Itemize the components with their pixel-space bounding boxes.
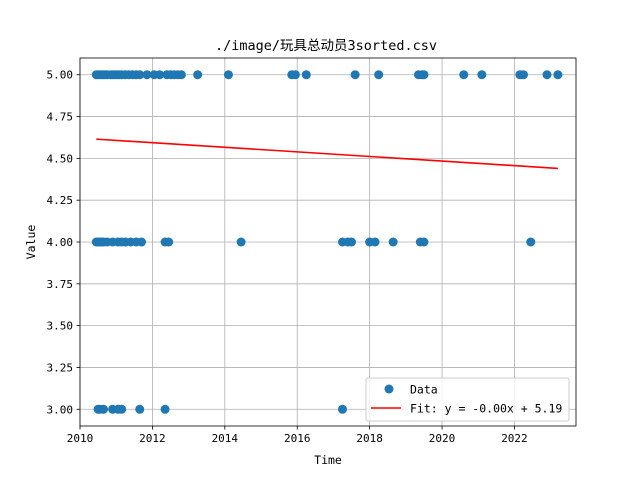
data-point — [347, 237, 357, 247]
y-tick-label: 4.50 — [47, 152, 74, 165]
y-tick-label: 5.00 — [47, 69, 74, 82]
data-point — [236, 237, 246, 247]
data-point — [135, 70, 145, 80]
data-point — [419, 237, 429, 247]
data-point — [526, 237, 536, 247]
data-point — [155, 70, 165, 80]
data-point — [542, 70, 552, 80]
y-tick-label: 3.00 — [47, 403, 74, 416]
data-point — [223, 70, 233, 80]
data-point — [99, 404, 109, 414]
legend-scatter-marker — [384, 384, 394, 394]
legend-box — [365, 377, 570, 422]
data-point — [135, 404, 145, 414]
y-tick-label: 3.75 — [47, 278, 74, 291]
y-tick-label: 3.25 — [47, 361, 74, 374]
data-marks — [91, 70, 563, 414]
data-point — [553, 70, 563, 80]
legend-label-data: Data — [410, 383, 438, 397]
x-tick-label: 2022 — [501, 432, 528, 445]
data-point — [388, 237, 398, 247]
data-point — [142, 70, 152, 80]
y-tick-label: 4.00 — [47, 236, 74, 249]
data-point — [374, 70, 384, 80]
x-tick-label: 2014 — [212, 432, 239, 445]
chart-title: ./image/玩具总动员3sorted.csv — [215, 38, 437, 54]
data-point — [160, 404, 170, 414]
data-point — [419, 70, 429, 80]
data-point — [477, 70, 487, 80]
y-tick-label: 4.25 — [47, 194, 74, 207]
x-axis-label: Time — [314, 453, 342, 467]
y-tick-label: 4.75 — [47, 111, 74, 124]
data-point — [290, 70, 300, 80]
legend: Data Fit: y = -0.00x + 5.19 — [365, 377, 570, 422]
data-point — [337, 404, 347, 414]
x-tick-label: 2010 — [67, 432, 94, 445]
x-tick-label: 2012 — [139, 432, 166, 445]
x-tick-label: 2020 — [429, 432, 456, 445]
x-tick-label: 2018 — [356, 432, 383, 445]
data-point — [117, 404, 127, 414]
data-point — [137, 237, 147, 247]
fit-line — [96, 138, 558, 170]
data-point — [193, 70, 203, 80]
data-point — [459, 70, 469, 80]
data-point — [164, 237, 174, 247]
ticks: 2010 2012 2014 2016 2018 2020 2022 3.00 3.25 3.50… — [47, 69, 528, 445]
x-tick-label: 2016 — [284, 432, 311, 445]
y-axis-label: Value — [24, 225, 38, 260]
data-point — [519, 70, 529, 80]
y-tick-label: 3.50 — [47, 320, 74, 333]
data-point — [301, 70, 311, 80]
data-point — [176, 70, 186, 80]
data-point — [350, 70, 360, 80]
legend-label-fit: Fit: y = -0.00x + 5.19 — [410, 402, 562, 416]
data-point — [370, 237, 380, 247]
